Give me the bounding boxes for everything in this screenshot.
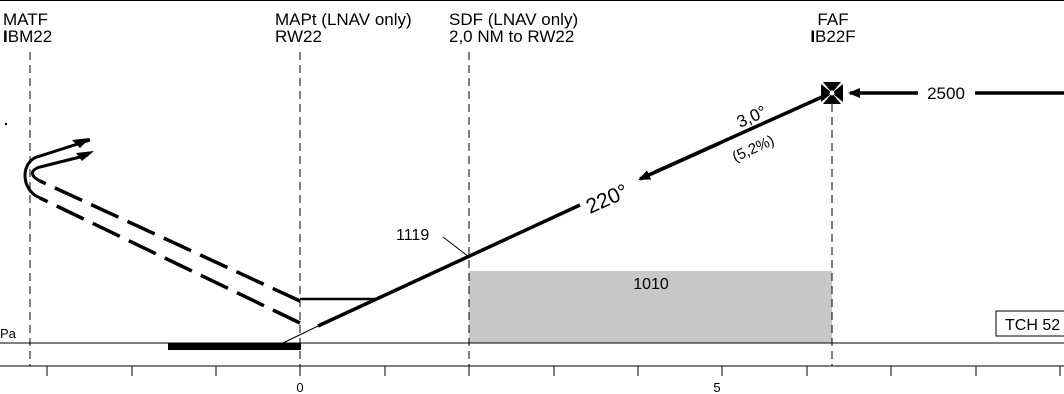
sdf-label: SDF (LNAV only) 2,0 NM to RW22 [449,11,578,45]
sdf-name: SDF (LNAV only) [449,10,579,29]
sdf-altitude-leader [442,236,470,258]
step-altitude: 1010 [633,276,669,293]
step-down-area [469,271,832,343]
missed-approach-turn-inner [31,153,89,183]
turn-arrowhead-lower [76,151,94,161]
glidepath-extension [282,325,319,344]
elevation-label: Pa [0,326,17,341]
matf-ident: IBM22 [3,27,53,46]
runway-bar [168,343,301,350]
missed-approach-path-upper [39,196,301,325]
faf-altitude: 2500 [927,84,965,103]
missed-approach-path-lower [39,179,301,303]
sdf-altitude: 1119 [396,227,429,244]
final-approach-path [317,203,581,328]
missed-approach-turn [23,138,91,200]
scale-label-five: 5 [713,380,720,394]
faf-label: FAF IB22F [806,11,860,45]
faf-name: FAF [817,10,849,29]
distance-scale-ticks [46,366,1061,376]
reference-dot [4,122,8,126]
faf-symbol [821,82,843,104]
mapt-name: MAPt (LNAV only) [275,10,412,29]
matf-label: MATF IBM22 [3,11,52,45]
mapt-label: MAPt (LNAV only) RW22 [275,11,412,45]
mapt-ident: RW22 [275,27,322,46]
faf-ident: IB22F [810,27,856,46]
final-course: 220° [583,180,632,219]
sdf-ident: 2,0 NM to RW22 [449,27,575,46]
descent-arrow [638,141,721,181]
scale-label-zero: 0 [296,380,303,394]
turn-arrowhead-upper [72,138,90,148]
matf-name: MATF [3,10,49,29]
tch-label: TCH 52 [1005,317,1060,334]
tch-box [995,310,1064,337]
